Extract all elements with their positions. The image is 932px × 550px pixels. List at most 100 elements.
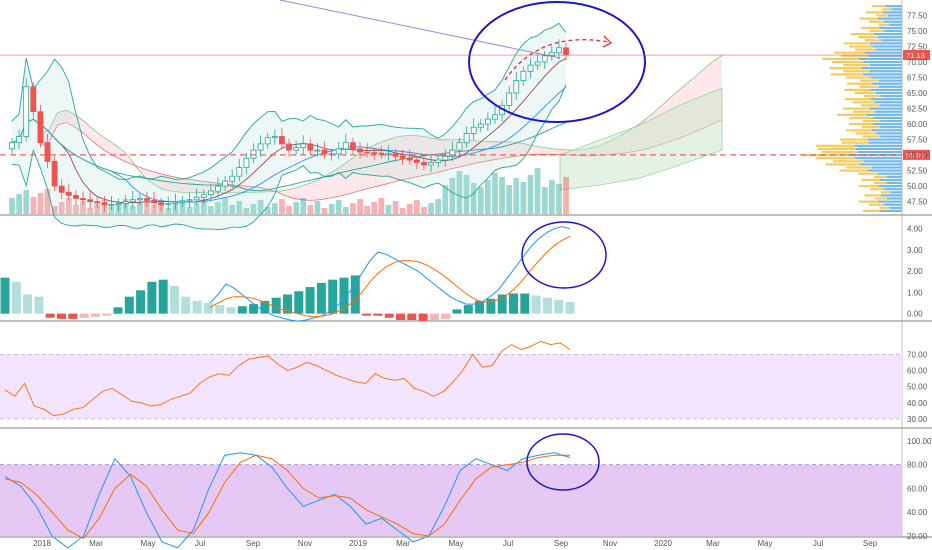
time-axis-tick: Sep: [246, 539, 261, 548]
price-axis-tick: 77.50: [907, 12, 928, 21]
volume-bar: [364, 206, 370, 214]
macd-histogram-bar: [0, 277, 10, 314]
candle-body: [172, 201, 179, 204]
macd-histogram-bar: [373, 313, 383, 316]
bollinger-upper: [11, 22, 567, 181]
volume-bar: [350, 203, 356, 214]
volume-profile-bar: [869, 107, 902, 110]
moving-average-200: [279, 0, 561, 59]
candle-body: [300, 143, 307, 148]
volume-profile-bar: [860, 163, 902, 166]
cloud-area: [40, 55, 722, 201]
volume-profile-bar: [878, 17, 902, 20]
annotation-arrow-path: [504, 39, 609, 81]
volume-profile-bar: [842, 107, 870, 110]
volume-profile-bar: [884, 188, 902, 191]
volume-bar: [243, 208, 250, 214]
volume-profile-bar: [837, 113, 867, 116]
candle-body: [463, 132, 470, 144]
time-axis-tick: May: [140, 539, 155, 548]
candle-body: [158, 202, 165, 206]
volume-bar: [300, 198, 307, 214]
macd-histogram-bar: [565, 302, 575, 314]
volume-bar: [222, 198, 228, 214]
volume-profile-bar: [859, 17, 879, 20]
candle-body: [136, 198, 143, 201]
candle-body: [193, 196, 200, 201]
candle-body: [484, 118, 491, 125]
macd-histogram-bar: [113, 307, 123, 314]
volume-profile-bar: [846, 166, 872, 169]
volume-bar: [556, 184, 562, 214]
volume-profile-bar: [889, 206, 902, 209]
candle-body: [51, 160, 58, 187]
volume-profile-bar: [879, 126, 902, 129]
volume-profile-bar: [864, 194, 882, 197]
volume-bar: [66, 198, 72, 214]
volume-bar: [385, 205, 392, 214]
price-axis-tick: 57.50: [907, 136, 928, 145]
annotation-circle-stoch: [526, 433, 600, 491]
candle-body: [364, 151, 371, 154]
volume-profile-bar: [889, 23, 902, 26]
volume-profile-bar: [815, 144, 855, 147]
volume-bar: [328, 204, 335, 214]
candle-body: [563, 47, 569, 56]
macd-histogram-bar: [283, 294, 292, 314]
annotation-circle-price: [468, 1, 646, 123]
macd-histogram-bar: [452, 309, 462, 314]
volume-profile-bar: [880, 191, 891, 194]
volume-profile-bar: [886, 175, 902, 178]
candle-body: [406, 157, 413, 161]
volume-bar: [215, 202, 221, 214]
volume-profile-bar: [879, 79, 902, 82]
macd-histogram-bar: [203, 303, 213, 314]
price-axis-tick: 67.50: [907, 74, 928, 83]
candle-body: [492, 114, 498, 120]
candle-body: [23, 86, 30, 137]
volume-profile-bar: [875, 91, 902, 95]
volume-profile-bar: [855, 48, 877, 51]
candle-body: [357, 148, 363, 153]
volume-bar: [463, 175, 470, 214]
volume-profile-bar: [873, 33, 902, 36]
price-axis-tick: 75.00: [907, 27, 928, 36]
volume-profile-bar: [870, 42, 902, 45]
volume-bar: [399, 208, 406, 214]
volume-profile-bar: [864, 39, 882, 42]
volume-profile-bar: [863, 95, 881, 98]
volume-profile-bar: [882, 11, 902, 14]
stoch-axis-tick: 40.00: [907, 508, 928, 517]
macd-histogram-bar: [509, 293, 518, 314]
macd-histogram-bar: [57, 313, 66, 319]
rsi-band: [0, 354, 902, 419]
stoch-axis-tick: 100.00: [907, 437, 932, 446]
time-axis-tick: Mar: [396, 539, 410, 548]
macd-histogram-bar: [554, 299, 564, 314]
volume-bar: [513, 178, 520, 214]
candle-body: [527, 64, 534, 72]
macd-histogram-bar: [542, 297, 552, 314]
volume-bar: [23, 190, 30, 214]
candle-body: [179, 200, 186, 203]
volume-profile-bar: [880, 135, 902, 138]
volume-profile-bar: [871, 76, 902, 79]
volume-profile-bar: [876, 48, 902, 51]
candle-body: [442, 155, 449, 161]
macd-histogram-bar: [79, 313, 89, 318]
volume-profile-bar: [878, 85, 902, 88]
price-label-box: [903, 50, 930, 61]
macd-histogram-bar: [441, 313, 451, 319]
volume-bar: [485, 180, 491, 214]
time-axis-tick: 2019: [349, 539, 367, 548]
time-axis-tick: May: [757, 539, 772, 548]
candle-body: [378, 152, 385, 155]
macd-axis-tick: 4.00: [907, 225, 923, 234]
volume-profile-bar: [887, 14, 902, 17]
volume-profile-bar: [861, 178, 880, 181]
volume-bar: [357, 199, 363, 214]
macd-histogram-bar: [384, 313, 394, 318]
volume-profile-bar: [847, 82, 872, 85]
volume-bar: [272, 203, 278, 214]
time-axis-tick: Sep: [863, 539, 878, 548]
